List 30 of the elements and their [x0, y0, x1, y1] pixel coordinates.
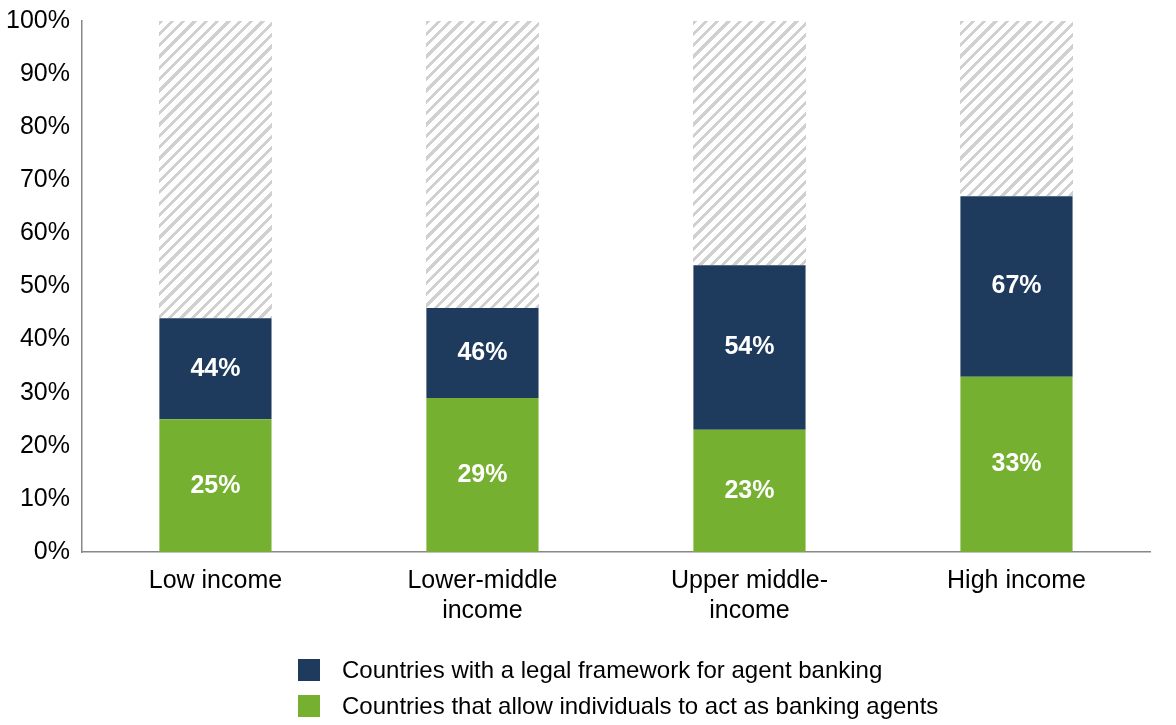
x-tick-label: Lower-middle income	[407, 564, 558, 623]
legend-label: Countries with a legal framework for agent banking	[342, 656, 883, 684]
y-tick-label: 90%	[19, 57, 70, 86]
legend-label: Countries that allow individuals to act as banking agents	[342, 692, 939, 720]
x-tick-label: High income	[947, 564, 1086, 593]
y-tick-label: 70%	[19, 164, 70, 193]
total-label: 44%	[190, 352, 241, 381]
bar	[426, 398, 539, 552]
data-label: 25%	[190, 469, 241, 498]
y-tick-label: 100%	[5, 4, 70, 33]
y-tick-label: 0%	[33, 535, 70, 564]
bar	[159, 419, 272, 552]
y-tick-label: 80%	[19, 111, 70, 140]
y-tick-label: 10%	[19, 482, 70, 511]
data-label: 33%	[991, 448, 1042, 477]
y-tick-label: 20%	[19, 429, 70, 458]
total-label: 46%	[457, 336, 508, 365]
total-label: 54%	[724, 331, 775, 360]
bar	[426, 307, 539, 399]
x-tick-label: Upper middle-income	[670, 564, 828, 623]
data-label: 23%	[724, 474, 775, 503]
bar	[960, 376, 1073, 552]
total-label: 67%	[991, 270, 1042, 299]
bar	[693, 429, 806, 552]
y-tick-label: 30%	[19, 376, 70, 405]
data-label: 29%	[457, 458, 508, 487]
x-tick-label: Low income	[148, 564, 283, 593]
y-tick-label: 60%	[19, 217, 70, 246]
y-tick-label: 50%	[19, 270, 70, 299]
y-tick-label: 40%	[19, 323, 70, 352]
